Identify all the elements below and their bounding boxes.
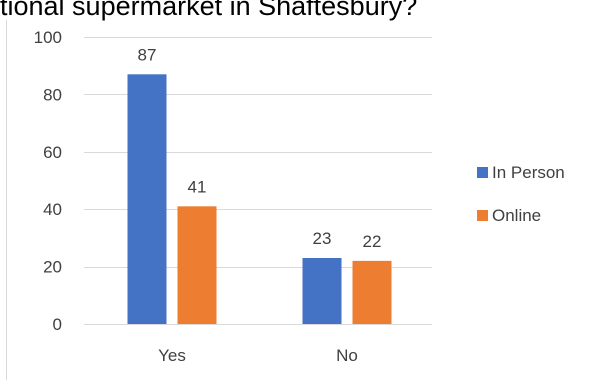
x-axis-ticks: Yes No xyxy=(158,346,358,365)
chart-title-clipped: tional supermarket in Shaftesbury? xyxy=(0,0,604,26)
legend-item-in-person: In Person xyxy=(477,163,565,182)
y-tick-label: 80 xyxy=(43,85,62,104)
data-label: 23 xyxy=(313,229,332,248)
bar-in-person-yes xyxy=(127,74,167,324)
y-tick-label: 40 xyxy=(43,200,62,219)
legend-label: In Person xyxy=(492,163,565,182)
legend: In Person Online xyxy=(477,163,565,225)
legend-swatch xyxy=(477,210,488,221)
y-axis-ticks: 0 20 40 60 80 100 xyxy=(34,28,62,334)
legend-label: Online xyxy=(492,206,541,225)
legend-swatch xyxy=(477,167,488,178)
x-tick-label-yes: Yes xyxy=(158,346,186,365)
chart-title: tional supermarket in Shaftesbury? xyxy=(0,0,418,21)
bar-online-no xyxy=(352,260,392,324)
legend-item-online: Online xyxy=(477,206,541,225)
bars xyxy=(127,74,392,324)
y-tick-label: 20 xyxy=(43,258,62,277)
bar-in-person-no xyxy=(302,257,342,324)
y-tick-label: 0 xyxy=(53,315,62,334)
data-labels: 87 41 23 22 xyxy=(138,45,382,251)
y-tick-label: 100 xyxy=(34,28,62,47)
x-tick-label-no: No xyxy=(336,346,358,365)
data-label: 22 xyxy=(363,232,382,251)
data-label: 87 xyxy=(138,45,157,64)
y-tick-label: 60 xyxy=(43,143,62,162)
data-label: 41 xyxy=(188,177,207,196)
bar-online-yes xyxy=(177,206,217,324)
